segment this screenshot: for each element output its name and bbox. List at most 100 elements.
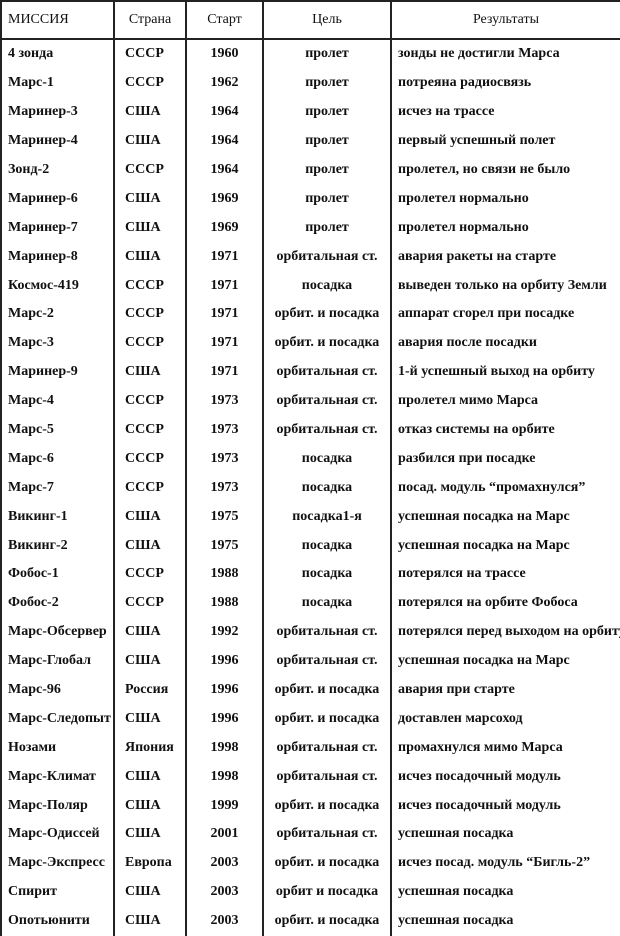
table-cell: 1996	[185, 646, 263, 676]
table-cell: пролет	[262, 213, 391, 243]
table-cell: Марс-4	[0, 386, 114, 416]
table-cell: авария ракеты на старте	[390, 242, 620, 272]
table-cell: аппарат сгорел при посадке	[390, 300, 620, 329]
table-cell: Опотьюнити	[0, 906, 114, 936]
table-cell: США	[113, 820, 186, 849]
table-cell: 1969	[185, 213, 263, 243]
header-cell: Цель	[262, 0, 391, 40]
table-cell: орбитальная ст.	[262, 357, 391, 387]
header-cell: Результаты	[390, 0, 620, 40]
table-cell: США	[113, 213, 186, 243]
table-cell: Спирит	[0, 877, 114, 907]
table-cell: промахнулся мимо Марса	[390, 733, 620, 763]
table-cell: США	[113, 126, 186, 156]
table-cell: 1964	[185, 126, 263, 156]
table-cell: Марс-Обсервер	[0, 617, 114, 647]
table-cell: Фобос-1	[0, 560, 114, 589]
table-cell: 1964	[185, 97, 263, 127]
table-cell: 1999	[185, 791, 263, 821]
table-cell: исчез посадочный модуль	[390, 762, 620, 792]
table-cell: Марс-6	[0, 444, 114, 474]
table-cell: США	[113, 502, 186, 532]
table-row: Маринер-9 США 1971 орбитальная ст. 1-й успеш…	[0, 357, 620, 387]
table-cell: посадка	[262, 531, 391, 561]
table-cell: 2003	[185, 906, 263, 936]
table-cell: 2001	[185, 820, 263, 849]
table-row: Маринер-8 США 1971 орбитальная ст. авария ра…	[0, 242, 620, 272]
table-cell: орбитальная ст.	[262, 820, 391, 849]
table-cell: США	[113, 646, 186, 676]
table-cell: орбит. и посадка	[262, 704, 391, 734]
table-row: 4 зонда СССР 1960 пролет зонды не достигли М…	[0, 39, 620, 69]
table-cell: 4 зонда	[0, 39, 114, 69]
table-cell: Маринер-4	[0, 126, 114, 156]
table-row: Марс-6 СССР 1973 посадка разбился при посадк…	[0, 444, 620, 474]
table-cell: СССР	[113, 415, 186, 445]
table-cell: орбитальная ст.	[262, 386, 391, 416]
table-cell: Нозами	[0, 733, 114, 763]
table-cell: успешная посадка	[390, 820, 620, 849]
table-cell: пролетел мимо Марса	[390, 386, 620, 416]
table-cell: потреяна радиосвязь	[390, 68, 620, 98]
table-row: Маринер-4 США 1964 пролет первый успешный по…	[0, 126, 620, 156]
table-row: Марс-1 СССР 1962 пролет потреяна радиосвязь	[0, 68, 620, 98]
table-cell: орбитальная ст.	[262, 646, 391, 676]
table-cell: СССР	[113, 155, 186, 185]
table-cell: авария при старте	[390, 675, 620, 705]
header-cell: Старт	[185, 0, 263, 40]
table-cell: орбит. и посадка	[262, 848, 391, 878]
table-cell: орбит и посадка	[262, 877, 391, 907]
table-cell: 1975	[185, 531, 263, 561]
table-cell: 1960	[185, 39, 263, 69]
table-cell: посадка	[262, 473, 391, 503]
header-cell: МИССИЯ	[0, 0, 114, 40]
table-cell: СССР	[113, 271, 186, 301]
table-row: Викинг-2 США 1975 посадка успешная посадка н…	[0, 531, 620, 561]
table-row: Марс-Климат США 1998 орбитальная ст. исчез п…	[0, 762, 620, 792]
table-cell: США	[113, 704, 186, 734]
table-cell: Марс-Одиссей	[0, 820, 114, 849]
table-row: Фобос-2 СССР 1988 посадка потерялся на орбит…	[0, 588, 620, 618]
table-cell: Марс-Экспресс	[0, 848, 114, 878]
table-cell: пролет	[262, 155, 391, 185]
table-row: Марс-Глобал США 1996 орбитальная ст. успешна…	[0, 646, 620, 676]
table-cell: 1973	[185, 386, 263, 416]
table-cell: Япония	[113, 733, 186, 763]
table-row: Марс-2 СССР 1971 орбит. и посадка аппарат сг…	[0, 300, 620, 329]
table-cell: авария после посадки	[390, 328, 620, 358]
table-row: Марс-4 СССР 1973 орбитальная ст. пролетел ми…	[0, 386, 620, 416]
table-cell: США	[113, 906, 186, 936]
table-cell: Марс-2	[0, 300, 114, 329]
table-row: Марс-7 СССР 1973 посадка посад. модуль “пром…	[0, 473, 620, 503]
table-cell: зонды не достигли Марса	[390, 39, 620, 69]
table-cell: посадка	[262, 588, 391, 618]
table-row: Спирит США 2003 орбит и посадка успешная пос…	[0, 877, 620, 907]
table-cell: исчез посадочный модуль	[390, 791, 620, 821]
table-cell: отказ системы на орбите	[390, 415, 620, 445]
table-cell: пролет	[262, 126, 391, 156]
table-cell: 1988	[185, 560, 263, 589]
table-cell: орбит. и посадка	[262, 791, 391, 821]
table-cell: посадка	[262, 271, 391, 301]
table-row: Марс-Экспресс Европа 2003 орбит. и посадка и…	[0, 848, 620, 878]
table-cell: Зонд-2	[0, 155, 114, 185]
table-row: Марс-Поляр США 1999 орбит. и посадка исчез п…	[0, 791, 620, 821]
table-cell: посадка	[262, 444, 391, 474]
table-cell: успешная посадка на Марс	[390, 646, 620, 676]
table-cell: орбит. и посадка	[262, 675, 391, 705]
table-cell: СССР	[113, 444, 186, 474]
table-cell: 1992	[185, 617, 263, 647]
table-cell: СССР	[113, 68, 186, 98]
table-row: Нозами Япония 1998 орбитальная ст. промахнул…	[0, 733, 620, 763]
table-cell: Викинг-2	[0, 531, 114, 561]
header-row: МИССИЯ Страна Старт Цель Результаты	[0, 0, 620, 40]
table-cell: Марс-96	[0, 675, 114, 705]
table-cell: орбитальная ст.	[262, 242, 391, 272]
table-row: Маринер-7 США 1969 пролет пролетел нормально	[0, 213, 620, 243]
table-cell: пролет	[262, 184, 391, 214]
table-body: 4 зонда СССР 1960 пролет зонды не достигли М…	[0, 39, 620, 936]
table-cell: Марс-1	[0, 68, 114, 98]
table-cell: Марс-3	[0, 328, 114, 358]
header-cell: Страна	[113, 0, 186, 40]
